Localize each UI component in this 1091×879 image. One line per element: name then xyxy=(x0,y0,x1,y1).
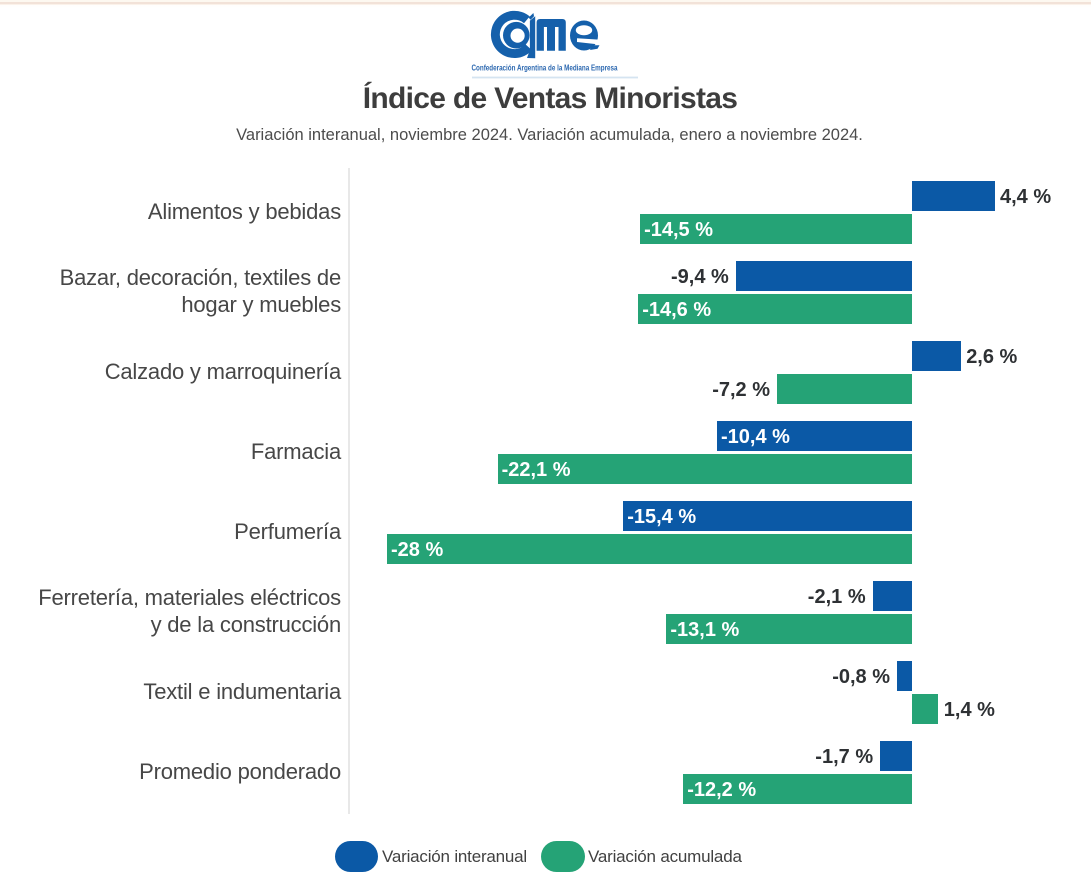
svg-text:Confederación Argentina de la: Confederación Argentina de la Mediana Em… xyxy=(472,64,618,73)
